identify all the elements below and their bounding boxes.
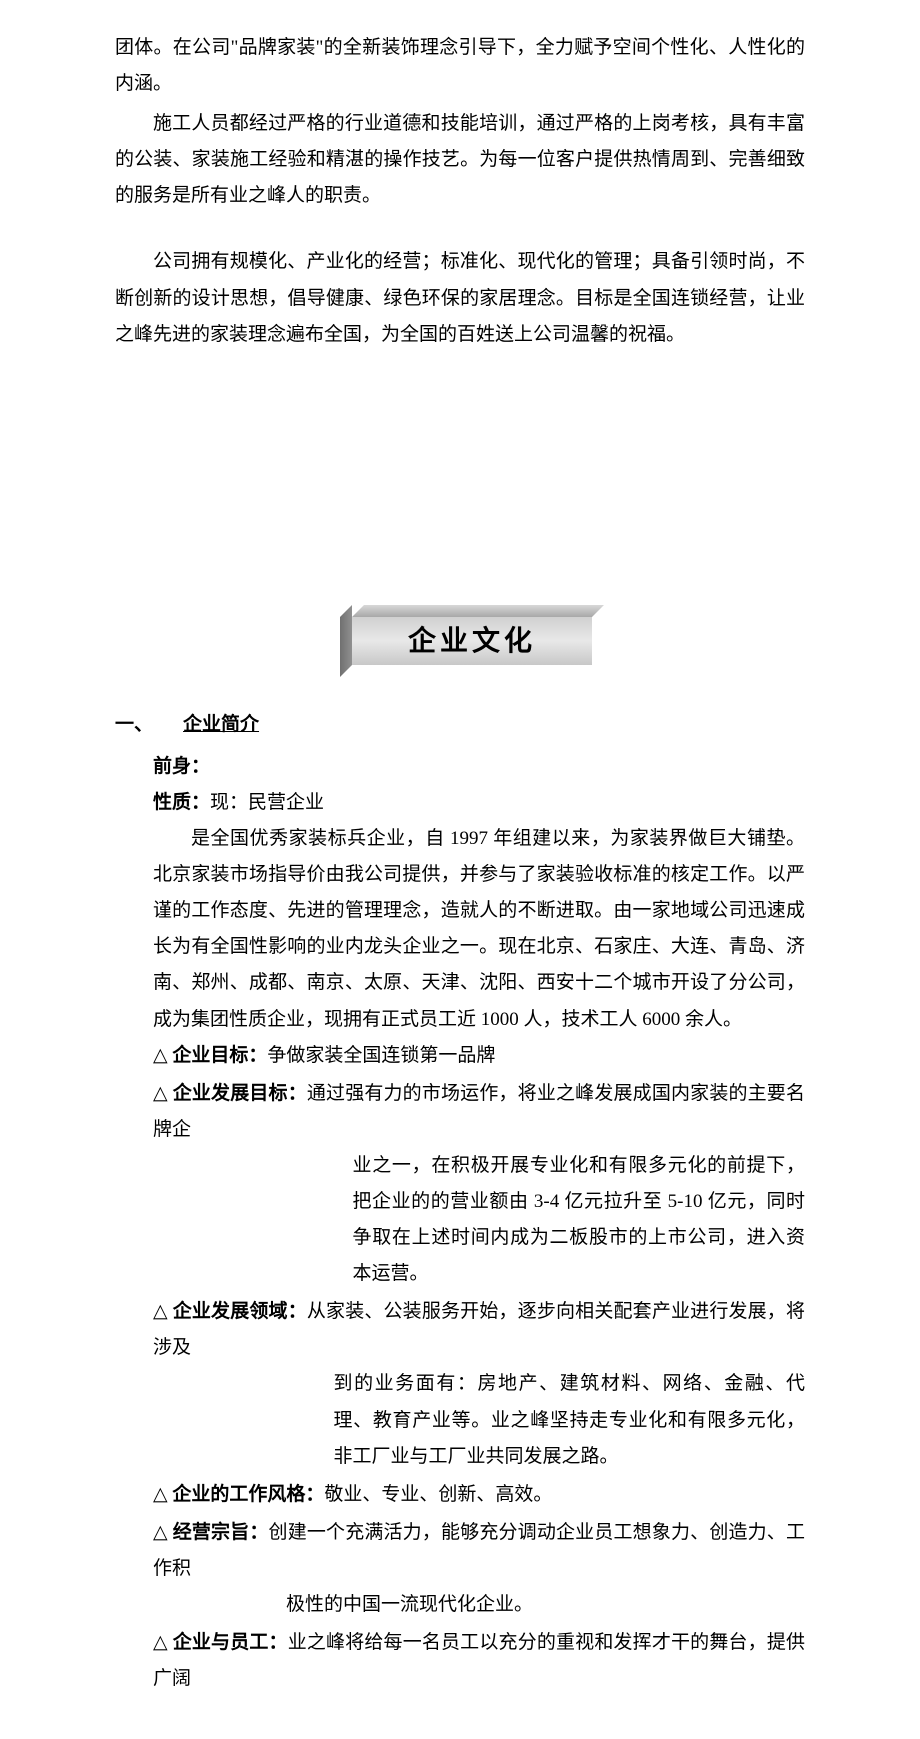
section-1-heading: 一、 企业简介 xyxy=(115,707,805,743)
triangle-icon: △ xyxy=(153,1632,173,1653)
intro-paragraph-2: 施工人员都经过严格的行业道德和技能培训，通过严格的上岗考核，具有丰富的公装、家装… xyxy=(115,106,805,214)
goal-item-6: △ 企业与员工：业之峰将给每一名员工以充分的重视和发挥才干的舞台，提供广阔 xyxy=(115,1625,805,1697)
goal-item-2: △ 企业发展目标：通过强有力的市场运作，将业之峰发展成国内家装的主要名牌企 业之… xyxy=(115,1076,805,1293)
goal-5-label: 经营宗旨： xyxy=(173,1522,269,1543)
goal-4-label: 企业的工作风格： xyxy=(172,1484,324,1505)
predecessor-line: 前身： xyxy=(115,749,805,785)
goal-item-5: △ 经营宗旨：创建一个充满活力，能够充分调动企业员工想象力、创造力、工作积 极性… xyxy=(115,1515,805,1623)
triangle-icon: △ xyxy=(153,1083,173,1104)
banner-container: 企业文化 xyxy=(115,617,805,677)
goal-3-text-cont: 到的业务面有：房地产、建筑材料、网络、金融、代理、教育产业等。业之峰坚持走专业化… xyxy=(153,1366,805,1474)
goal-6-label: 企业与员工： xyxy=(173,1632,288,1653)
goal-4-text: 敬业、专业、创新、高效。 xyxy=(324,1484,552,1505)
goal-item-4: △ 企业的工作风格：敬业、专业、创新、高效。 xyxy=(115,1477,805,1513)
section-1-title: 企业简介 xyxy=(183,707,259,743)
triangle-icon: △ xyxy=(153,1484,172,1505)
nature-value: 现：民营企业 xyxy=(210,792,324,813)
banner-front-face: 企业文化 xyxy=(352,617,592,665)
banner-side-face xyxy=(340,605,352,677)
goal-5-text-cont: 极性的中国一流现代化企业。 xyxy=(153,1587,805,1623)
company-description: 是全国优秀家装标兵企业，自 1997 年组建以来，为家装界做巨大铺垫。北京家装市… xyxy=(115,821,805,1038)
nature-line: 性质：现：民营企业 xyxy=(115,785,805,821)
triangle-icon: △ xyxy=(153,1522,173,1543)
intro-paragraph-3: 公司拥有规模化、产业化的经营；标准化、现代化的管理；具备引领时尚，不断创新的设计… xyxy=(115,244,805,352)
goal-1-text: 争做家装全国连锁第一品牌 xyxy=(267,1045,495,1066)
triangle-icon: △ xyxy=(153,1301,173,1322)
goal-1-label: 企业目标： xyxy=(172,1045,267,1066)
goal-2-label: 企业发展目标： xyxy=(173,1083,307,1104)
banner-title: 企业文化 xyxy=(408,614,536,667)
nature-label: 性质： xyxy=(153,792,210,813)
banner-3d-box: 企业文化 xyxy=(340,617,580,677)
goal-item-3: △ 企业发展领域：从家装、公装服务开始，逐步向相关配套产业进行发展，将涉及 到的… xyxy=(115,1294,805,1474)
intro-paragraph-1: 团体。在公司"品牌家装"的全新装饰理念引导下，全力赋予空间个性化、人性化的内涵。 xyxy=(115,30,805,102)
spacer xyxy=(115,357,805,617)
goal-3-label: 企业发展领域： xyxy=(173,1301,307,1322)
section-1-number: 一、 xyxy=(115,707,153,743)
goal-2-text-cont: 业之一，在积极开展专业化和有限多元化的前提下，把企业的的营业额由 3-4 亿元拉… xyxy=(153,1148,805,1292)
goal-item-1: △ 企业目标：争做家装全国连锁第一品牌 xyxy=(115,1038,805,1074)
triangle-icon: △ xyxy=(153,1045,172,1066)
predecessor-label: 前身： xyxy=(153,756,210,777)
